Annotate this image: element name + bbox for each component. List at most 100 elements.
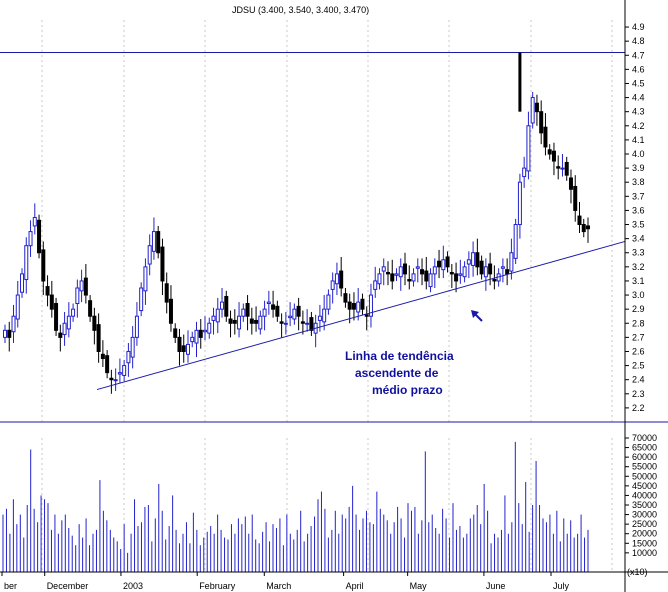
annotation-line-2: ascendente de xyxy=(355,366,439,380)
candle-body xyxy=(556,166,561,169)
price-tick-label: 3.4 xyxy=(632,234,645,244)
candle-body xyxy=(194,329,199,344)
candle-body xyxy=(560,167,565,170)
candle-body xyxy=(432,266,437,275)
candle-body xyxy=(517,181,522,226)
candle-body xyxy=(241,308,246,317)
candle-body xyxy=(96,324,101,352)
volume-tick-label: 70000 xyxy=(632,433,657,443)
arrow-icon xyxy=(471,310,483,322)
candle-body xyxy=(577,215,582,226)
volume-tick-label: 40000 xyxy=(632,490,657,500)
candle-body xyxy=(581,224,586,233)
candle-body xyxy=(15,294,20,320)
candle-body xyxy=(7,329,12,338)
candle-body xyxy=(232,319,237,324)
candle-body xyxy=(143,266,148,292)
candle-body xyxy=(20,273,25,293)
candle-body xyxy=(160,246,165,282)
candle-body xyxy=(454,273,459,282)
candle-body xyxy=(190,336,195,343)
candle-body xyxy=(458,273,463,276)
price-tick-label: 4.1 xyxy=(632,135,645,145)
candle-body xyxy=(343,293,348,303)
candle-body xyxy=(385,271,390,275)
candle-body xyxy=(317,315,322,321)
candle-body xyxy=(211,315,216,321)
candle-body xyxy=(522,167,527,178)
x-tick-label: December xyxy=(47,581,89,591)
candle-body xyxy=(258,315,263,330)
x-tick-label: February xyxy=(199,581,236,591)
candle-body xyxy=(83,277,88,296)
price-tick-label: 3.6 xyxy=(632,205,645,215)
candle-body xyxy=(245,303,250,317)
price-tick-label: 3.3 xyxy=(632,248,645,258)
x-tick-label: March xyxy=(266,581,291,591)
candle-body xyxy=(586,225,590,230)
candle-body xyxy=(330,280,335,290)
candle-body xyxy=(390,273,395,282)
x-tick-label: April xyxy=(346,581,364,591)
candle-body xyxy=(185,343,190,355)
volume-tick-label: 35000 xyxy=(632,500,657,510)
volume-unit-label: (x10) xyxy=(627,567,648,577)
chart-title: JDSU (3.400, 3.540, 3.400, 3.470) xyxy=(232,5,369,15)
volume-tick-label: 60000 xyxy=(632,452,657,462)
candle-body xyxy=(492,279,497,282)
candle-body xyxy=(109,377,114,381)
volume-tick-label: 20000 xyxy=(632,529,657,539)
candle-body xyxy=(28,231,33,247)
candle-body xyxy=(500,266,505,269)
candle-body xyxy=(292,308,297,320)
candle-body xyxy=(551,150,556,162)
candle-body xyxy=(513,224,518,259)
candle-body xyxy=(364,314,369,317)
candle-body xyxy=(54,303,59,331)
candle-body xyxy=(445,256,450,268)
price-tick-label: 2.3 xyxy=(632,389,645,399)
candle-body xyxy=(224,295,229,317)
candle-body xyxy=(79,280,84,292)
price-tick-label: 2.5 xyxy=(632,361,645,371)
candle-body xyxy=(45,286,50,296)
candle-body xyxy=(32,216,37,227)
candle-body xyxy=(254,319,259,324)
price-tick-label: 2.7 xyxy=(632,332,645,342)
volume-tick-label: 50000 xyxy=(632,471,657,481)
candle-body xyxy=(394,273,399,276)
candle-body xyxy=(564,161,569,176)
price-tick-label: 2.8 xyxy=(632,318,645,328)
price-tick-label: 4.9 xyxy=(632,22,645,32)
candle-body xyxy=(339,270,344,289)
candle-body xyxy=(181,345,186,352)
candle-body xyxy=(279,321,284,324)
candle-body xyxy=(462,266,467,278)
candle-body xyxy=(475,252,480,268)
candle-body xyxy=(351,303,356,310)
volume-tick-label: 25000 xyxy=(632,519,657,529)
price-tick-label: 4.0 xyxy=(632,149,645,159)
candle-body xyxy=(449,271,454,275)
candle-body xyxy=(177,336,182,352)
candle-body xyxy=(117,372,122,375)
price-tick-label: 3.8 xyxy=(632,177,645,187)
price-tick-label: 4.8 xyxy=(632,36,645,46)
candle-body xyxy=(130,336,135,358)
volume-tick-label: 65000 xyxy=(632,443,657,453)
volume-tick-label: 10000 xyxy=(632,548,657,558)
candle-body xyxy=(326,294,331,310)
candle-body xyxy=(483,266,488,278)
candle-body xyxy=(88,300,93,317)
candle-body xyxy=(441,259,446,271)
candle-body xyxy=(466,259,471,265)
price-tick-label: 4.6 xyxy=(632,64,645,74)
candle-body xyxy=(215,308,220,323)
candle-body xyxy=(237,315,242,330)
candle-body xyxy=(71,308,76,317)
candle-body xyxy=(526,125,531,172)
candle-body xyxy=(424,270,429,282)
candle-body xyxy=(415,266,420,269)
candle-body xyxy=(420,269,425,275)
